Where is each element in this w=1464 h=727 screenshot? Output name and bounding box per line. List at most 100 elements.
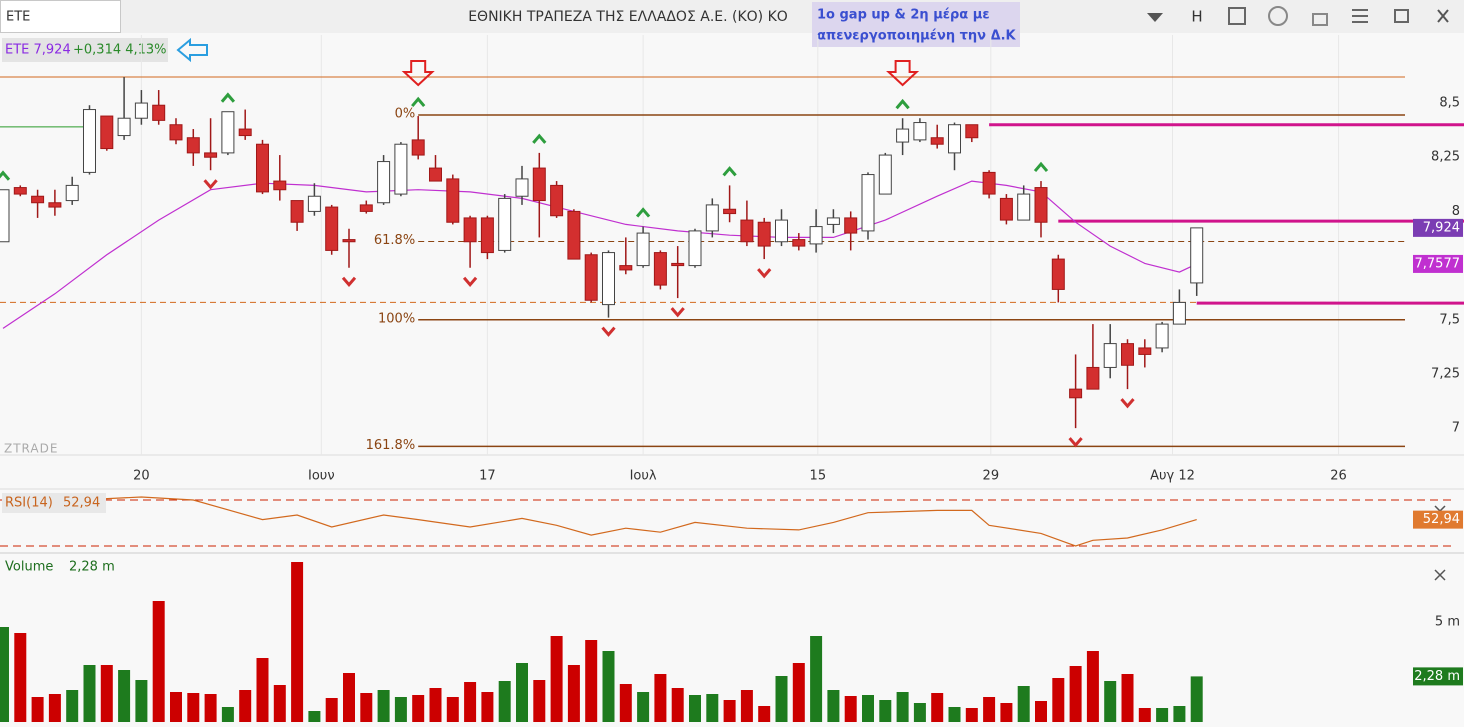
candle-body	[325, 206, 339, 251]
volume-bar	[1138, 708, 1151, 722]
volume-bar	[118, 670, 131, 722]
volume-bar	[446, 697, 459, 722]
volume-title: Volume	[5, 560, 53, 575]
candle-body	[584, 254, 598, 301]
rsi-header-bg	[2, 493, 106, 513]
volume-bar	[31, 697, 44, 722]
volume-bar	[533, 680, 546, 722]
candle-body	[740, 219, 754, 243]
icon[interactable]	[1228, 7, 1246, 25]
volume-bar	[671, 688, 684, 722]
x-tick-label: 26	[1330, 469, 1347, 484]
volume-bar	[913, 703, 926, 722]
candle-body	[1155, 323, 1169, 349]
volume-bar	[689, 695, 702, 722]
volume-bar	[1121, 674, 1134, 722]
sell-signal	[1068, 437, 1083, 448]
quote-price: ETE 7,924	[5, 43, 71, 58]
volume-bar	[66, 690, 79, 722]
candle-body	[550, 184, 564, 217]
volume-tag-bg	[1413, 667, 1463, 686]
price-tag-bg	[1413, 218, 1463, 237]
close-icon[interactable]	[1434, 569, 1446, 581]
icon[interactable]	[1268, 6, 1288, 26]
candle-body	[377, 161, 391, 204]
x-tick-label: Αυγ 12	[1150, 469, 1195, 484]
candle-body	[567, 210, 581, 260]
icon[interactable]	[1394, 9, 1409, 23]
volume-tag: 2,28 m	[1414, 669, 1460, 684]
candle-body	[705, 204, 719, 232]
candle-body	[498, 197, 512, 251]
candle-body	[1138, 347, 1152, 355]
volume-bar	[1069, 666, 1082, 722]
volume-bar	[567, 665, 580, 722]
volume-bar	[862, 695, 875, 722]
candle-body	[619, 265, 633, 271]
candle-body	[273, 180, 287, 191]
icon[interactable]	[1312, 13, 1328, 26]
button-h[interactable]: H	[1191, 8, 1202, 26]
candle-body	[0, 189, 10, 243]
rsi-title: RSI(14)	[5, 496, 53, 511]
candle-body	[896, 128, 910, 143]
rsi-value: 52,94	[63, 496, 100, 511]
volume-bar	[983, 697, 996, 722]
x-tick-label: 20	[133, 469, 150, 484]
volume-bar	[948, 707, 961, 722]
close-icon[interactable]	[1437, 9, 1449, 23]
volume-bar	[377, 690, 390, 722]
annotation-box	[812, 2, 1020, 47]
candle-body	[1051, 258, 1065, 290]
volume-bar	[221, 707, 234, 722]
candle-body	[82, 109, 96, 173]
dropdown-icon[interactable]	[1147, 13, 1163, 22]
candle-body	[169, 124, 183, 141]
volume-bar	[1035, 701, 1048, 722]
buy-signal	[1033, 161, 1049, 173]
candle-body	[1190, 227, 1204, 284]
volume-bar	[515, 663, 528, 722]
rsi-line	[89, 496, 1197, 547]
candle-body	[636, 232, 650, 267]
volume-bar	[14, 633, 27, 722]
volume-bar	[135, 680, 148, 722]
annotation: απενεργοποιημένη την Δ.Κ	[817, 29, 1017, 44]
candle-body	[792, 239, 806, 247]
candle-body	[826, 217, 840, 225]
icon[interactable]	[1352, 9, 1368, 23]
volume-bar	[792, 663, 805, 722]
candle-body	[152, 104, 166, 121]
volume-value: 2,28 m	[69, 560, 115, 575]
fib-label: 61.8%	[374, 233, 415, 248]
volume-bar	[308, 711, 321, 722]
volume-bar	[48, 694, 61, 722]
candle-body	[411, 139, 425, 156]
symbol: ETE	[6, 10, 30, 25]
volume-bar	[965, 708, 978, 722]
volume-bar	[758, 706, 771, 722]
volume-bar	[602, 651, 615, 722]
volume-bar	[464, 682, 477, 722]
symbol-box[interactable]	[0, 0, 121, 33]
volume-bar	[654, 674, 667, 722]
fib-label: 100%	[378, 311, 415, 326]
candle-body	[13, 187, 27, 195]
candle-body	[601, 252, 615, 306]
volume-bar	[637, 692, 650, 722]
candle-body	[948, 124, 962, 154]
candle-body	[204, 152, 218, 158]
volume-bar	[187, 693, 200, 722]
volume-bar	[83, 665, 96, 722]
candle-body	[117, 117, 131, 137]
buy-signal	[220, 92, 236, 103]
volume-bar	[879, 700, 892, 722]
y-tick-label: 8,25	[1431, 150, 1460, 165]
alert-arrow	[886, 60, 920, 87]
volume-bar	[827, 690, 840, 722]
candle-body	[999, 197, 1013, 221]
candle-body	[723, 208, 737, 215]
volume-bar	[585, 640, 598, 722]
buy-signal	[0, 170, 11, 181]
